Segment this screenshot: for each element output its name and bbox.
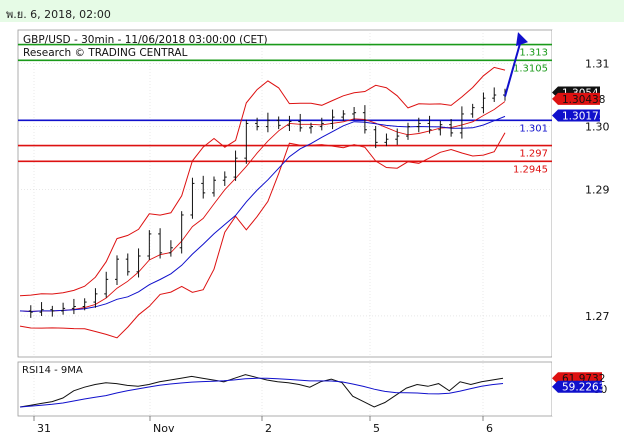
x-tick-label: 6 bbox=[486, 422, 493, 435]
level-label: 1.313 bbox=[519, 48, 548, 59]
bollinger-middle bbox=[19, 101, 506, 312]
date-header: พ.ย. 6, 2018, 02:00 bbox=[0, 0, 624, 22]
x-tick-label: 5 bbox=[373, 422, 380, 435]
band-tag-box bbox=[552, 92, 600, 105]
moving-average-line bbox=[19, 115, 506, 313]
band-tag-text: 1.30438 bbox=[562, 94, 605, 106]
vertical-gridlines bbox=[33, 30, 484, 416]
level-label: 1.301 bbox=[519, 123, 548, 134]
bollinger-lower bbox=[19, 132, 506, 339]
level-label: 1.2945 bbox=[513, 164, 548, 175]
arrow-shaft bbox=[504, 39, 522, 97]
y-tick-label: 1.29 bbox=[585, 184, 610, 197]
y-tick-label: 1.27 bbox=[585, 310, 610, 323]
rsi-ma-tag-text: 59.2263 bbox=[562, 382, 605, 394]
bollinger-bands bbox=[19, 66, 506, 339]
main-plot-area bbox=[17, 29, 553, 358]
ma-tag-text: 1.30175 bbox=[562, 111, 605, 123]
moving-average bbox=[19, 115, 506, 313]
level-label: 1.3105 bbox=[513, 63, 548, 74]
date-text: พ.ย. 6, 2018, 02:00 bbox=[6, 8, 111, 21]
candles bbox=[28, 87, 507, 318]
chart-subtitle: Research © TRADING CENTRAL bbox=[23, 47, 188, 59]
level-label: 1.297 bbox=[519, 149, 548, 160]
arrow-head bbox=[516, 32, 528, 47]
x-tick-label: 2 bbox=[265, 422, 272, 435]
chart-title: GBP/USD - 30min - 11/06/2018 03:00:00 (C… bbox=[23, 34, 268, 46]
y-tick-label: 1.31 bbox=[585, 57, 610, 70]
rsi-label: RSI14 - 9MA bbox=[22, 365, 83, 376]
rsi-ma-tag-box bbox=[552, 380, 602, 393]
x-tick-label: Nov bbox=[153, 422, 175, 435]
x-tick-label: 31 bbox=[37, 422, 51, 435]
x-tick-labels: 31 Nov 2 5 6 bbox=[33, 416, 493, 435]
bollinger-upper bbox=[19, 66, 506, 297]
y-tick-label: 1.30 bbox=[585, 121, 610, 134]
rsi-ma-line bbox=[19, 377, 504, 408]
projection-arrow bbox=[504, 32, 528, 97]
ma-tag-box bbox=[552, 109, 600, 122]
rsi-plot-area bbox=[17, 361, 553, 417]
y-tick-labels: 1.31 1.30 1.29 1.27 bbox=[585, 57, 610, 323]
